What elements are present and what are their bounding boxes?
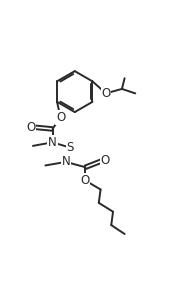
Text: O: O	[101, 87, 111, 100]
Text: O: O	[80, 174, 89, 187]
Text: N: N	[48, 136, 57, 149]
Text: O: O	[26, 121, 35, 134]
Text: O: O	[100, 154, 110, 167]
Text: S: S	[67, 141, 74, 154]
Text: O: O	[56, 111, 65, 124]
Text: N: N	[61, 155, 70, 168]
